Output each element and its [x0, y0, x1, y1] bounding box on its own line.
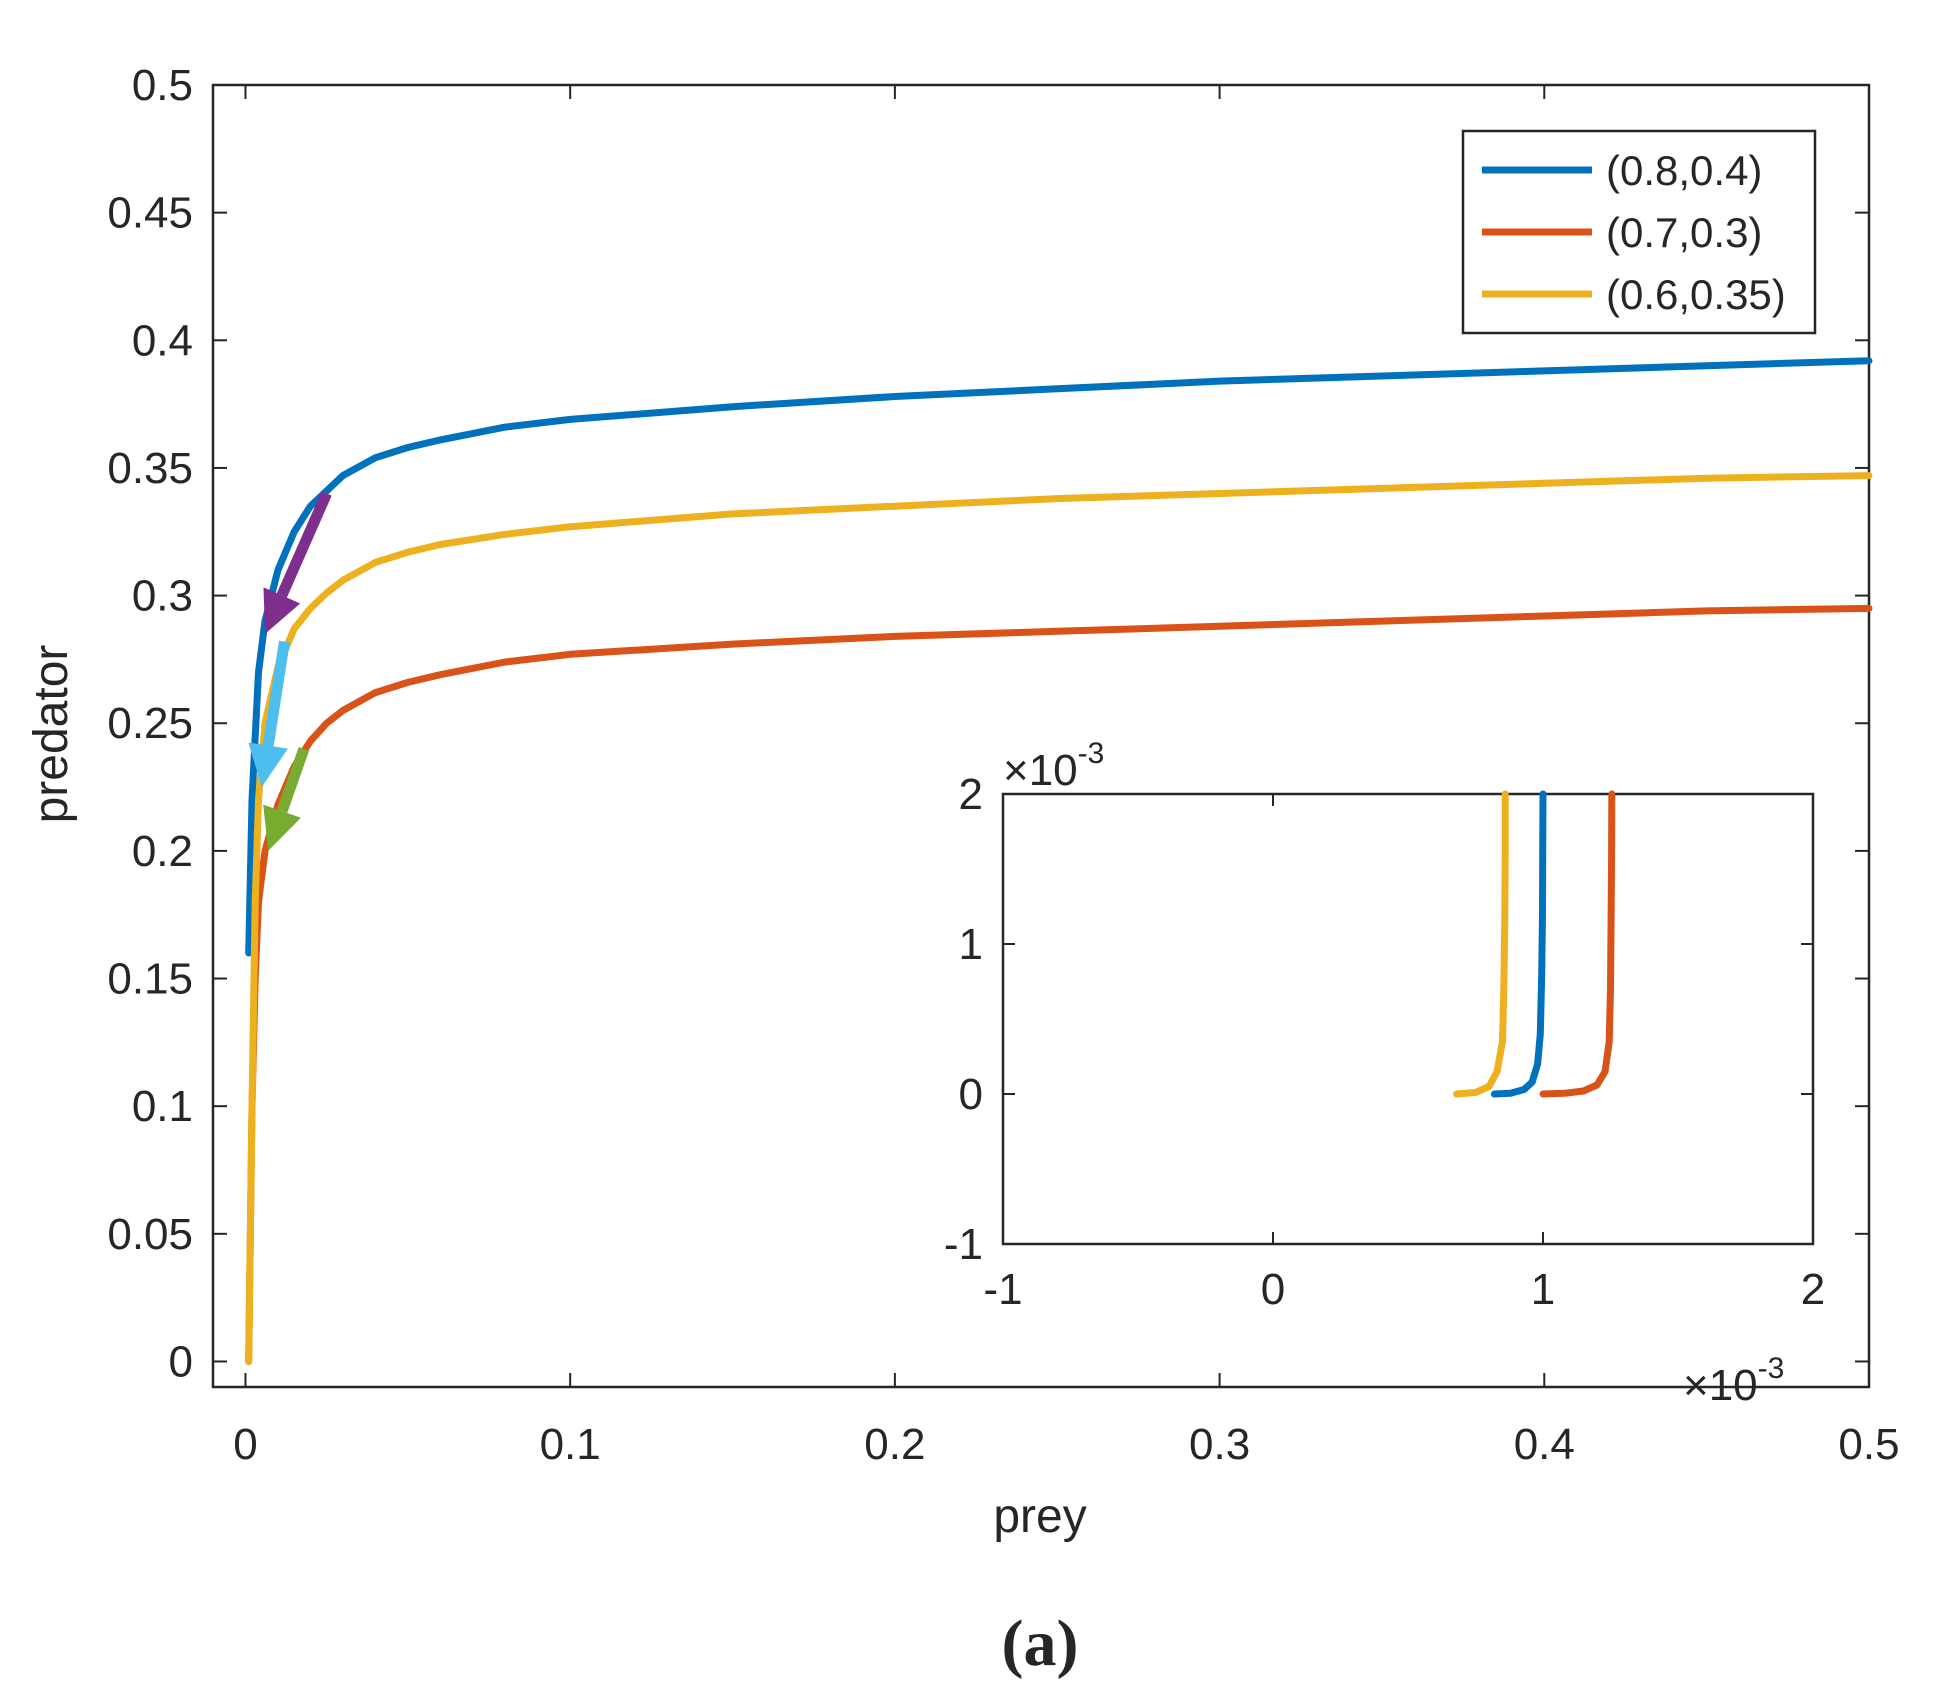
inset-ticks: -1 0 1 2 -1 0 1 2 — [944, 770, 1825, 1314]
inset-y-tick-label: -1 — [944, 1220, 983, 1269]
main-arrows-group — [248, 491, 332, 851]
y-tick-label: 0.35 — [107, 444, 193, 493]
inset-series-line — [1490, 790, 1547, 1098]
inset-series-line — [1539, 790, 1616, 1098]
y-axis-label: predator — [25, 645, 78, 824]
inset-x-scale-exponent: -3 — [1758, 1352, 1785, 1385]
inset-x-scale-base: ×10 — [1683, 1361, 1758, 1410]
series-line — [245, 604, 1873, 1365]
legend: (0.8,0.4) (0.7,0.3) (0.6,0.35) — [1461, 129, 1817, 335]
inset-x-tick-label: 1 — [1531, 1265, 1555, 1314]
y-tick-label: 0.45 — [107, 189, 193, 238]
legend-label: (0.7,0.3) — [1606, 209, 1762, 256]
inset-x-tick-label: 2 — [1801, 1265, 1825, 1314]
direction-arrow-shaft — [276, 491, 332, 598]
inset-y-scale-exponent: -3 — [1078, 737, 1105, 770]
inset-y-tick-label: 1 — [959, 920, 983, 969]
y-tick-label: 0.5 — [132, 61, 193, 110]
inset-x-scale-label: ×10-3 — [1683, 1352, 1784, 1410]
main-ticks: 0 0.1 0.2 0.3 0.4 0.5 0 0.05 0.1 0.15 0.2 0.25 0.3 0.… — [107, 61, 1899, 1469]
legend-label: (0.6,0.35) — [1606, 271, 1786, 318]
direction-arrow-head — [248, 742, 288, 788]
figure-caption: (a) — [1002, 1607, 1079, 1680]
inset-y-tick-label: 0 — [959, 1070, 983, 1119]
x-tick-label: 0.5 — [1838, 1420, 1899, 1469]
x-axis-label: prey — [993, 1490, 1086, 1543]
inset-y-scale-base: ×10 — [1003, 746, 1078, 795]
inset-x-tick-label: -1 — [983, 1265, 1022, 1314]
x-tick-label: 0.3 — [1189, 1420, 1250, 1469]
inset-y-tick-label: 2 — [959, 770, 983, 819]
y-tick-label: 0.15 — [107, 955, 193, 1004]
direction-arrow-shaft — [262, 640, 290, 747]
inset-y-scale-label: ×10-3 — [1003, 737, 1104, 795]
y-tick-label: 0 — [169, 1337, 193, 1386]
inset-x-tick-label: 0 — [1261, 1265, 1285, 1314]
y-tick-label: 0.4 — [132, 316, 193, 365]
y-tick-label: 0.25 — [107, 699, 193, 748]
inset-series-group — [1453, 790, 1616, 1098]
x-tick-label: 0.2 — [864, 1420, 925, 1469]
direction-arrow-shaft — [276, 746, 310, 814]
y-tick-label: 0.2 — [132, 827, 193, 876]
y-tick-label: 0.3 — [132, 572, 193, 621]
direction-arrow-head — [263, 804, 301, 851]
x-tick-label: 0 — [233, 1420, 257, 1469]
y-tick-label: 0.1 — [132, 1082, 193, 1131]
x-tick-label: 0.4 — [1514, 1420, 1575, 1469]
x-tick-label: 0.1 — [540, 1420, 601, 1469]
inset-series-line — [1453, 790, 1509, 1098]
y-tick-label: 0.05 — [107, 1210, 193, 1259]
legend-label: (0.8,0.4) — [1606, 147, 1762, 194]
inset-plot-frame — [1001, 792, 1815, 1246]
direction-arrow-head — [263, 587, 301, 634]
